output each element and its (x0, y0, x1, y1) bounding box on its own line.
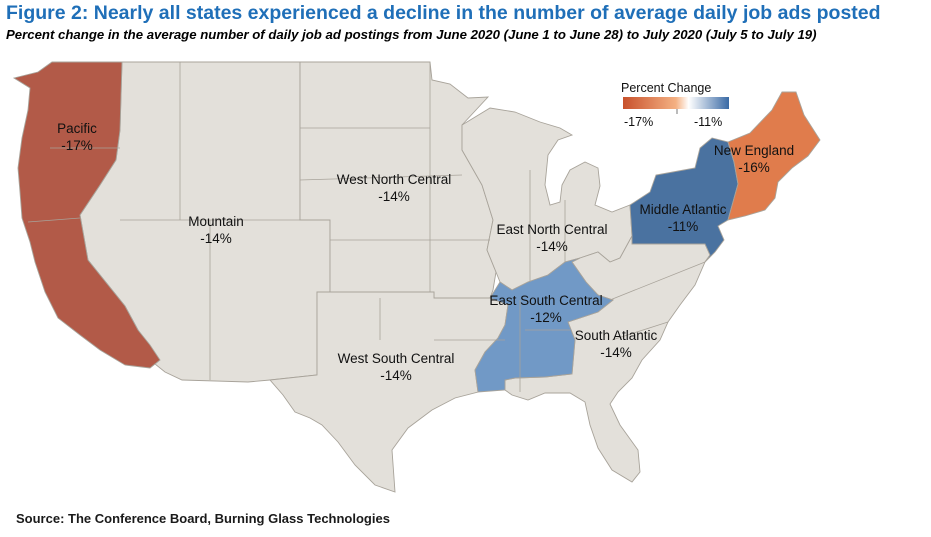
region-labels: Pacific -17% Mountain -14% West North Ce… (57, 121, 794, 383)
label-east-north-central-value: -14% (536, 239, 568, 254)
state-borders (27, 62, 706, 392)
label-pacific-name: Pacific (57, 121, 97, 136)
region-east-north-central (461, 107, 633, 291)
figure-title: Figure 2: Nearly all states experienced … (6, 2, 881, 24)
label-south-atlantic-name: South Atlantic (575, 328, 658, 343)
label-west-north-central-name: West North Central (337, 172, 452, 187)
label-east-south-central-value: -12% (530, 310, 562, 325)
legend-title: Percent Change (621, 81, 711, 95)
label-mountain-value: -14% (200, 231, 232, 246)
figure-subtitle: Percent change in the average number of … (6, 27, 817, 42)
region-pacific (12, 61, 161, 369)
label-mountain-name: Mountain (188, 214, 244, 229)
label-west-south-central-name: West South Central (338, 351, 455, 366)
label-new-england-name: New England (714, 143, 794, 158)
label-new-england-value: -16% (738, 160, 770, 175)
legend-max-label: -11% (694, 115, 722, 129)
label-pacific-value: -17% (61, 138, 93, 153)
label-east-south-central-name: East South Central (489, 293, 602, 308)
label-west-south-central-value: -14% (380, 368, 412, 383)
region-new-england (727, 91, 821, 221)
label-middle-atlantic-name: Middle Atlantic (639, 202, 726, 217)
legend-min-label: -17% (624, 115, 653, 129)
label-west-north-central-value: -14% (378, 189, 410, 204)
label-south-atlantic-value: -14% (600, 345, 632, 360)
legend-color-bar (623, 97, 729, 109)
source-note: Source: The Conference Board, Burning Gl… (16, 511, 390, 526)
label-east-north-central-name: East North Central (496, 222, 607, 237)
legend: Percent Change -17% -11% (621, 81, 729, 129)
label-middle-atlantic-value: -11% (668, 219, 699, 234)
